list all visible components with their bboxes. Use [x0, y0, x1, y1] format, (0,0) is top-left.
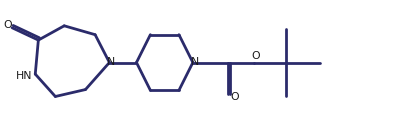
Text: N: N — [191, 57, 199, 67]
Text: O: O — [251, 50, 260, 60]
Text: O: O — [3, 20, 12, 30]
Text: O: O — [230, 92, 239, 102]
Text: HN: HN — [16, 71, 32, 81]
Text: N: N — [107, 57, 115, 67]
